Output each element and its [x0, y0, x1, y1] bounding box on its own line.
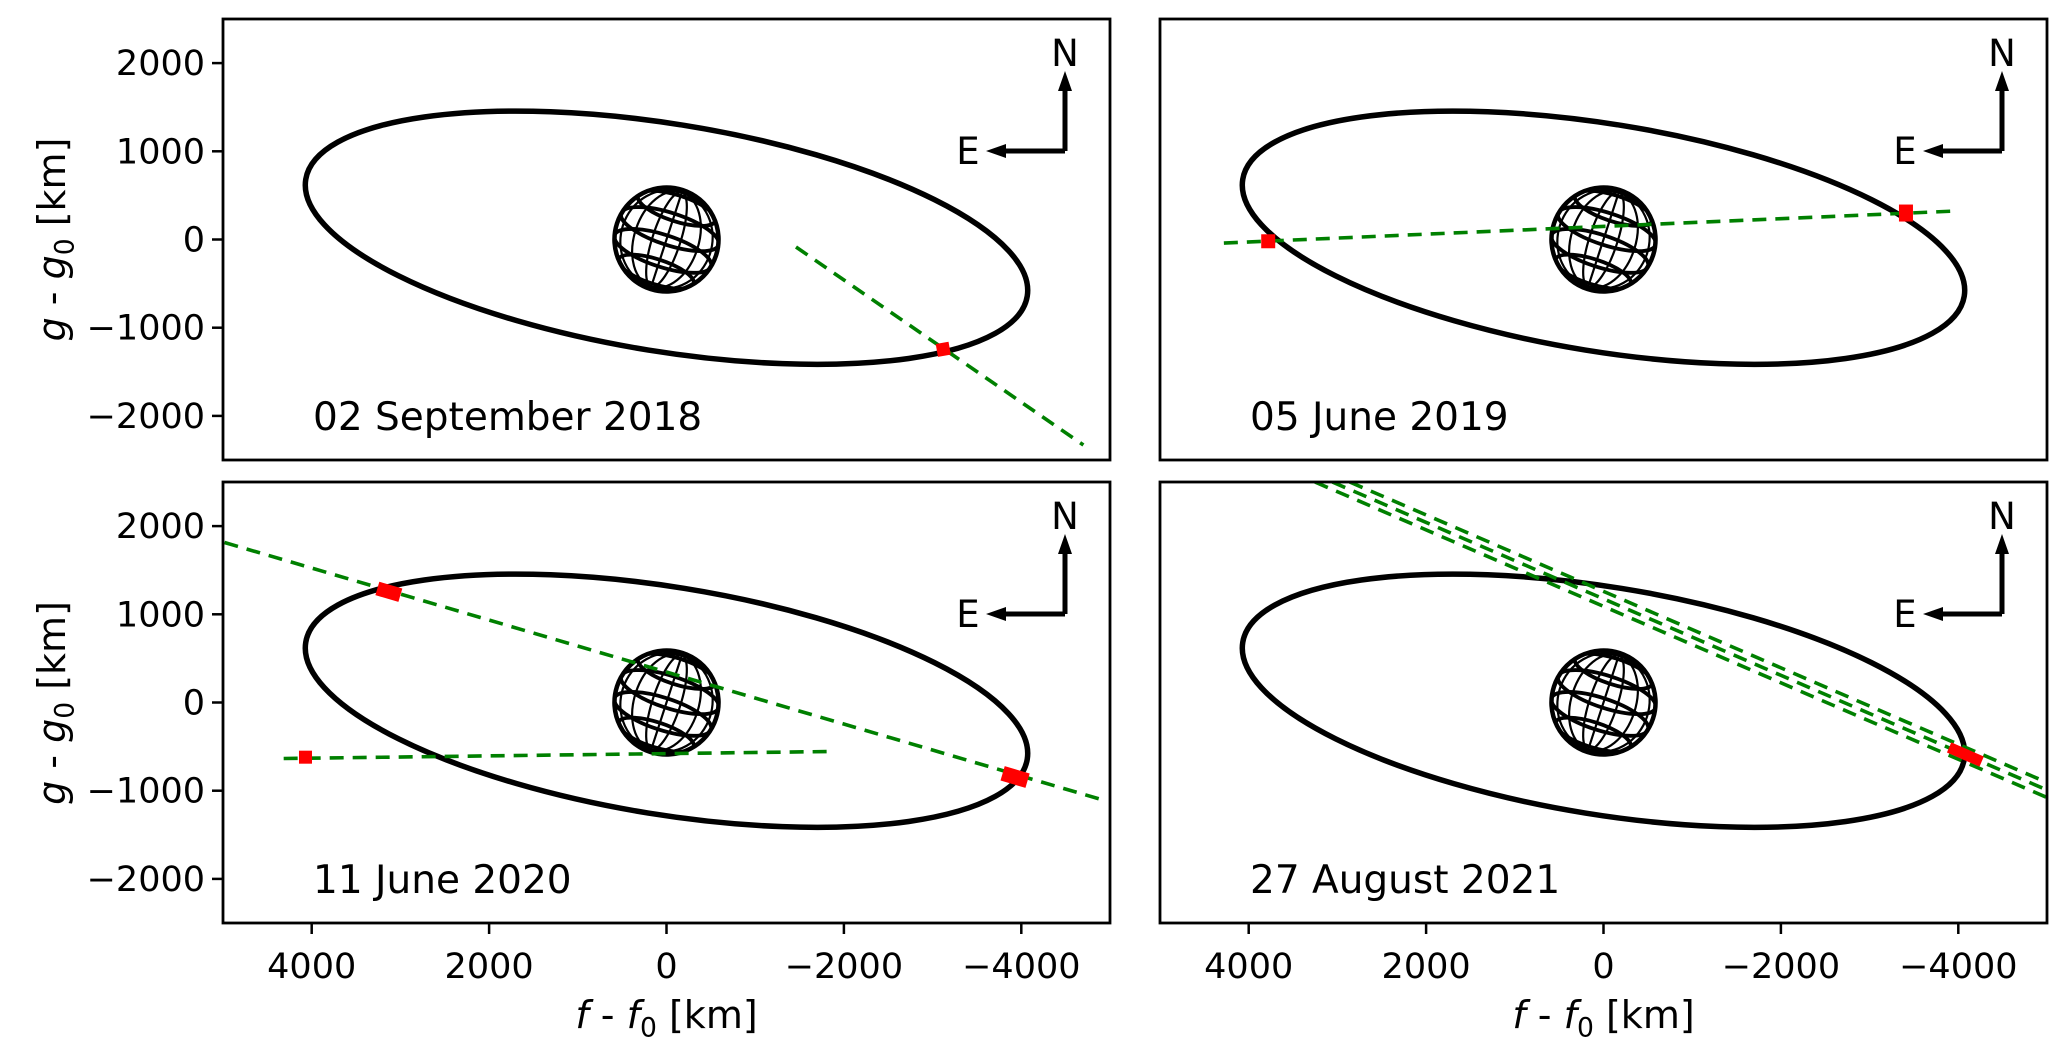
x-tick-label: 2000 [445, 947, 534, 987]
date-label: 11 June 2020 [313, 858, 572, 903]
date-label: 05 June 2019 [1250, 395, 1509, 440]
compass-east-label: E [956, 130, 979, 173]
detection-marker [935, 341, 951, 357]
globe-meridian [650, 191, 683, 288]
x-axis-label: f - f0 [km] [575, 993, 757, 1043]
compass-north-label: N [1988, 32, 2016, 75]
globe-outline [1549, 648, 1658, 757]
globe-meridian [1587, 191, 1620, 288]
detection-marker [1000, 766, 1030, 788]
y-tick-label: −2000 [87, 860, 205, 900]
chords-group [1223, 209, 1956, 245]
y-tick-label: 0 [183, 221, 205, 261]
y-tick-label: 2000 [116, 507, 205, 547]
compass-east-label: E [956, 593, 979, 636]
compass-east-arrowhead [1923, 607, 1943, 621]
wireframe-globe-icon [1549, 185, 1658, 294]
globe-meridian [650, 654, 683, 751]
compass-east-arrowhead [986, 144, 1006, 158]
chords-group [224, 540, 1108, 804]
compass-north-arrowhead [1058, 71, 1072, 91]
y-tick-label: −1000 [87, 772, 205, 812]
compass-north-label: N [1051, 495, 1079, 538]
date-label: 27 August 2021 [1250, 858, 1560, 903]
compass-east-label: E [1893, 130, 1916, 173]
globe-meridian [1587, 654, 1620, 751]
occultation-chord [1314, 482, 2047, 800]
detection-marker [375, 581, 403, 602]
occultation-chord [1331, 482, 2047, 792]
y-tick-label: 0 [183, 684, 205, 724]
globe-outline [612, 185, 721, 294]
y-tick-label: 1000 [116, 132, 205, 172]
occultation-chord [224, 540, 1108, 804]
y-axis-label: g - g0 [km] [30, 138, 80, 342]
compass-north-label: N [1988, 495, 2016, 538]
compass-north-label: N [1051, 32, 1079, 75]
compass-east-label: E [1893, 593, 1916, 636]
x-tick-label: −2000 [785, 947, 903, 987]
x-tick-label: 0 [655, 947, 677, 987]
orbit-ellipse [302, 108, 1031, 368]
occultation-chord [1349, 482, 2047, 785]
compass: NE [956, 495, 1079, 636]
globe-outline [612, 648, 721, 757]
compass-north-arrowhead [1995, 71, 2009, 91]
wireframe-globe-icon [612, 648, 721, 757]
x-tick-label: 2000 [1382, 947, 1471, 987]
compass-north-arrowhead [1995, 534, 2009, 554]
panel-frame [1158, 17, 2049, 462]
x-tick-label: 0 [1592, 947, 1614, 987]
wireframe-globe-icon [1549, 648, 1658, 757]
date-label: 02 September 2018 [313, 395, 702, 440]
detection-marker [1961, 748, 1984, 767]
y-tick-label: −1000 [87, 309, 205, 349]
x-tick-label: 4000 [1204, 947, 1293, 987]
occultation-chord [1223, 209, 1956, 245]
detection-marker [1898, 204, 1913, 222]
wireframe-globe-icon [612, 185, 721, 294]
x-tick-label: 4000 [267, 947, 356, 987]
chords-group [1314, 482, 2047, 800]
x-tick-label: −2000 [1722, 947, 1840, 987]
compass-east-arrowhead [1923, 144, 1943, 158]
x-axis-label: f - f0 [km] [1512, 993, 1694, 1043]
orbit-ellipse [1239, 108, 1968, 368]
y-axis-label: g - g0 [km] [30, 601, 80, 805]
y-tick-label: −2000 [87, 397, 205, 437]
y-tick-label: 2000 [116, 44, 205, 84]
detection-marker [298, 750, 312, 764]
compass: NE [956, 32, 1079, 173]
x-tick-label: −4000 [962, 947, 1080, 987]
detection-marker [1261, 234, 1276, 249]
orbit-ellipse [302, 571, 1031, 831]
y-tick-label: 1000 [116, 595, 205, 635]
compass: NE [1893, 495, 2016, 636]
compass-east-arrowhead [986, 607, 1006, 621]
x-tick-label: −4000 [1899, 947, 2017, 987]
compass: NE [1893, 32, 2016, 173]
globe-outline [1549, 185, 1658, 294]
compass-north-arrowhead [1058, 534, 1072, 554]
